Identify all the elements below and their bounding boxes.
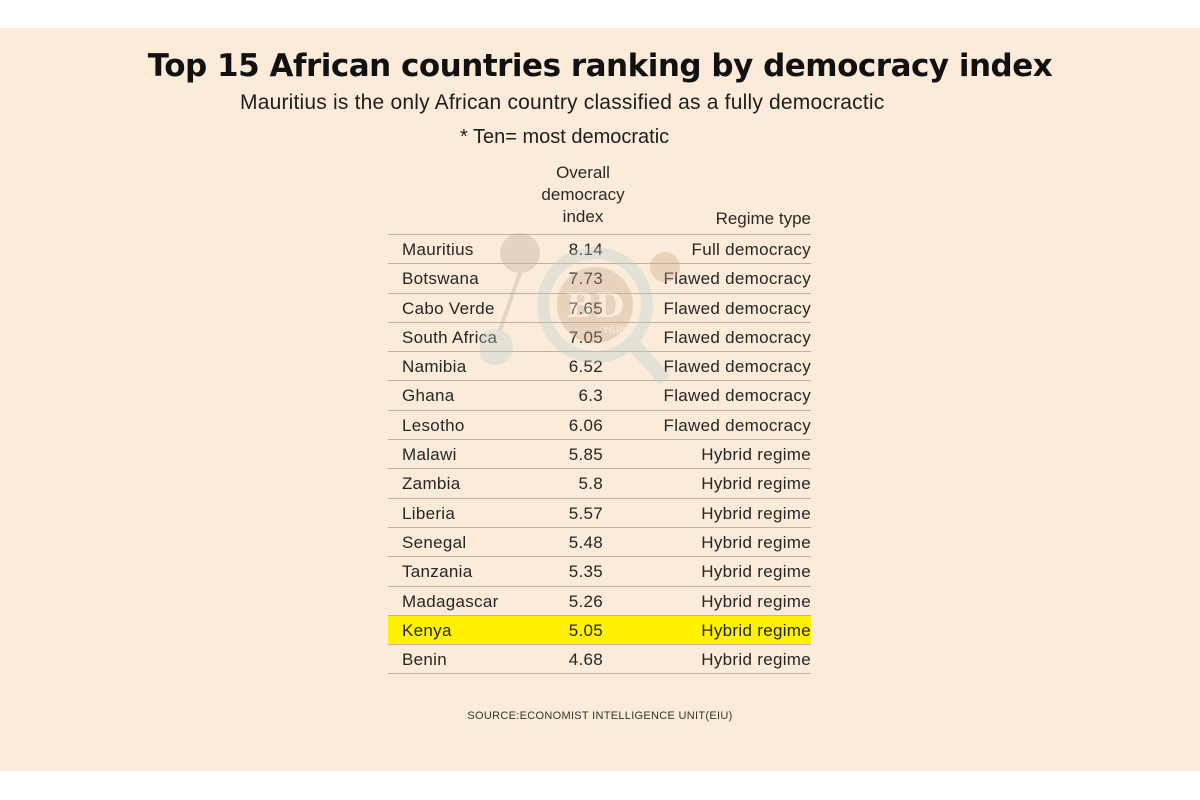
source-note: SOURCE:ECONOMIST INTELLIGENCE UNIT(EIU) xyxy=(467,710,733,722)
regime-cell: Flawed democracy xyxy=(663,357,811,377)
country-cell: Namibia xyxy=(402,357,467,377)
country-cell: Liberia xyxy=(402,503,456,523)
country-cell: Botswana xyxy=(402,269,480,289)
regime-cell: Flawed democracy xyxy=(663,386,811,406)
index-cell: 5.05 xyxy=(568,620,603,640)
regime-cell: Hybrid regime xyxy=(701,562,811,582)
regime-cell: Flawed democracy xyxy=(663,298,811,318)
index-cell: 4.68 xyxy=(568,650,603,670)
country-cell: Ghana xyxy=(402,386,455,406)
country-cell: Lesotho xyxy=(402,415,465,435)
country-cell: Benin xyxy=(402,650,447,670)
column-header-regime: Regime type xyxy=(715,209,811,228)
table-row: Mauritius 8.14 Full democracy xyxy=(388,235,811,265)
regime-cell: Flawed democracy xyxy=(663,327,811,347)
index-cell: 7.65 xyxy=(568,298,603,318)
table-row: South Africa 7.05 Flawed democracy xyxy=(388,323,811,353)
column-header-index-line-3: index xyxy=(562,207,604,226)
democracy-table: Mauritius 8.14 Full democracy Botswana 7.73 F… xyxy=(388,234,811,675)
index-cell: 8.14 xyxy=(568,240,603,259)
regime-cell: Hybrid regime xyxy=(701,503,811,523)
table-row: Lesotho 6.06 Flawed democracy xyxy=(388,411,811,441)
column-header-index-line-2: democracy xyxy=(541,185,625,204)
regime-cell: Full democracy xyxy=(691,240,811,259)
table-row: Tanzania 5.35 Hybrid regime xyxy=(388,557,811,587)
country-cell: Cabo Verde xyxy=(402,298,495,318)
index-cell: 6.06 xyxy=(568,415,603,435)
country-cell: Zambia xyxy=(402,474,461,494)
regime-cell: Hybrid regime xyxy=(701,445,811,465)
regime-cell: Hybrid regime xyxy=(701,532,811,552)
table-row: Malawi 5.85 Hybrid regime xyxy=(388,440,811,470)
country-cell: Madagascar xyxy=(402,591,499,611)
regime-cell: Hybrid regime xyxy=(701,591,811,611)
index-cell: 5.57 xyxy=(568,503,603,523)
country-cell: South Africa xyxy=(402,327,498,347)
scale-note: * Ten= most democratic xyxy=(460,126,670,148)
table-row: Namibia 6.52 Flawed democracy xyxy=(388,352,811,382)
index-cell: 5.26 xyxy=(568,591,603,611)
table-row: Madagascar 5.26 Hybrid regime xyxy=(388,587,811,616)
index-cell: 7.73 xyxy=(568,269,603,289)
table-row: Botswana 7.73 Flawed democracy xyxy=(388,264,811,294)
index-cell: 6.52 xyxy=(568,357,603,377)
country-cell: Kenya xyxy=(402,620,452,640)
table-row: Liberia 5.57 Hybrid regime xyxy=(388,499,811,528)
index-cell: 5.48 xyxy=(568,532,603,552)
chart-panel xyxy=(0,28,1200,771)
index-cell: 5.35 xyxy=(568,562,603,582)
country-cell: Senegal xyxy=(402,532,467,552)
chart-title: Top 15 African countries ranking by demo… xyxy=(147,48,1053,84)
country-cell: Tanzania xyxy=(402,562,473,582)
regime-cell: Hybrid regime xyxy=(701,620,811,640)
table-row: Zambia 5.8 Hybrid regime xyxy=(388,469,811,499)
index-cell: 6.3 xyxy=(578,386,603,406)
country-cell: Malawi xyxy=(402,445,457,465)
table-row: Kenya 5.05 Hybrid regime xyxy=(388,615,811,646)
country-cell: Mauritius xyxy=(402,240,474,259)
table-row: Cabo Verde 7.65 Flawed democracy xyxy=(388,294,811,323)
index-cell: 7.05 xyxy=(568,327,603,347)
table-row: Benin 4.68 Hybrid regime xyxy=(388,645,811,675)
table-row: Ghana 6.3 Flawed democracy xyxy=(388,381,811,411)
column-header-index: Overall democracy index xyxy=(534,162,632,228)
index-cell: 5.8 xyxy=(578,474,603,494)
index-cell: 5.85 xyxy=(568,445,603,465)
regime-cell: Flawed democracy xyxy=(663,269,811,289)
regime-cell: Hybrid regime xyxy=(701,650,811,670)
chart-subtitle: Mauritius is the only African country cl… xyxy=(240,91,885,114)
column-header-index-line-1: Overall xyxy=(556,163,610,182)
table-row: Senegal 5.48 Hybrid regime xyxy=(388,528,811,558)
regime-cell: Hybrid regime xyxy=(701,474,811,494)
regime-cell: Flawed democracy xyxy=(663,415,811,435)
